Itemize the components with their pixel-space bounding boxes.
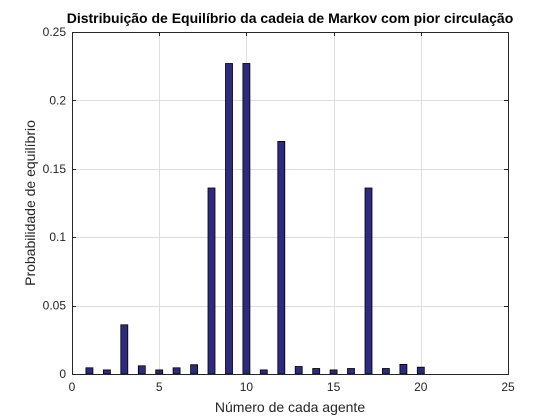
bar [85, 367, 94, 375]
y-tick-label: 0.1 [49, 230, 66, 244]
y-tick-label: 0.2 [49, 93, 66, 107]
x-tick-label: 20 [414, 380, 428, 394]
axes-frame [72, 32, 509, 375]
bar [294, 366, 303, 375]
x-tick-labels: 0 5 10 15 20 25 [69, 380, 515, 394]
bar [120, 324, 129, 375]
bar [399, 363, 408, 375]
bar [312, 368, 321, 375]
bars [85, 63, 425, 375]
y-tick-label: 0.05 [43, 299, 67, 313]
bar [381, 368, 390, 375]
bar [259, 369, 268, 375]
x-tick-label: 15 [327, 380, 341, 394]
y-tick-label: 0.15 [43, 162, 67, 176]
bar [172, 367, 181, 375]
y-tick-label: 0.25 [43, 25, 67, 39]
bar [416, 366, 425, 375]
bar [207, 187, 216, 375]
bar [277, 140, 286, 375]
bar [103, 369, 111, 375]
y-axis-label: Probabilidade de equilíbrio [22, 120, 38, 286]
y-tick-label: 0 [59, 367, 66, 381]
bar [225, 63, 233, 375]
x-tick-label: 5 [156, 380, 163, 394]
bar [329, 369, 338, 375]
bar [364, 187, 373, 375]
x-axis-label: Número de cada agente [215, 399, 365, 415]
chart-title: Distribuição de Equilíbrio da cadeia de … [67, 10, 514, 26]
bar [190, 364, 199, 375]
ticks [72, 32, 509, 375]
x-tick-label: 25 [501, 380, 515, 394]
x-tick-label: 10 [240, 380, 254, 394]
bar [242, 63, 251, 375]
bar [347, 368, 355, 375]
bar [137, 365, 146, 375]
x-tick-label: 0 [69, 380, 76, 394]
y-tick-labels: 0 0.05 0.1 0.15 0.2 0.25 [43, 25, 67, 381]
